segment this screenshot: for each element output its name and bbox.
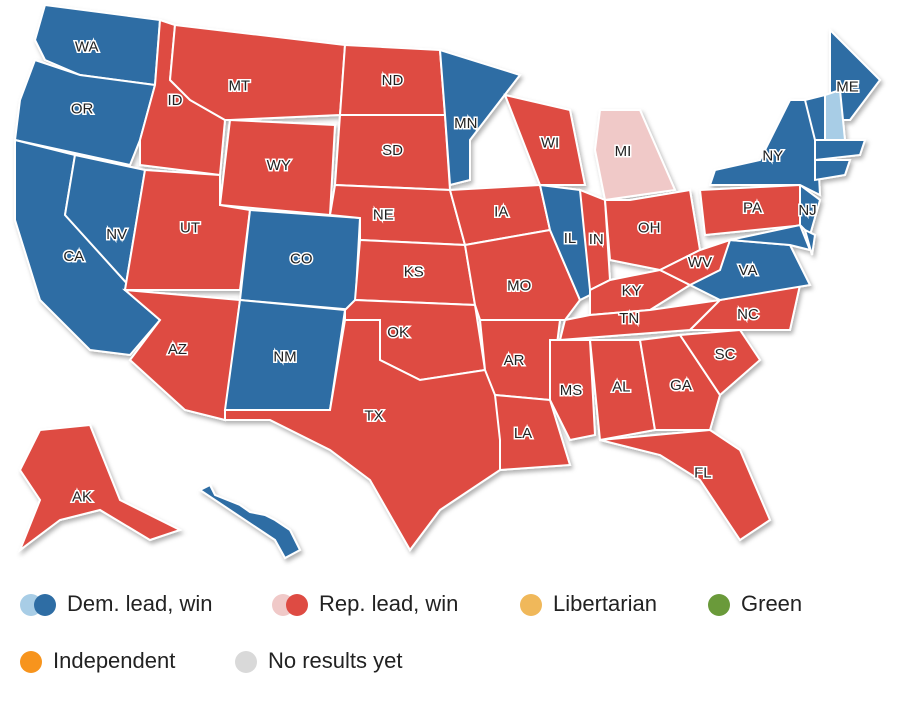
state-label: ME <box>836 78 859 95</box>
state-label: GA <box>670 377 692 394</box>
state-label: TN <box>619 310 639 327</box>
state-label: WI <box>541 135 559 152</box>
state <box>17 423 183 553</box>
legend-swatch <box>235 651 257 673</box>
state-label: MN <box>454 115 477 132</box>
state-label: MT <box>228 77 250 94</box>
state-label: NY <box>762 147 783 164</box>
state <box>814 159 852 182</box>
state-label: IL <box>564 230 577 247</box>
state-label: KY <box>622 283 642 300</box>
state-label: KS <box>404 263 424 280</box>
state <box>493 393 572 472</box>
state <box>678 328 762 397</box>
state-label: UT <box>180 220 200 237</box>
state-label: TX <box>364 408 383 425</box>
legend-label: Green <box>741 591 802 616</box>
legend-label: No results yet <box>268 648 403 673</box>
state-label: NM <box>273 348 296 365</box>
state-label: ND <box>382 72 404 89</box>
state-label: NJ <box>798 202 816 219</box>
legend-label: Rep. lead, win <box>319 591 458 616</box>
state-label: IN <box>589 231 604 248</box>
state-label: AL <box>612 378 630 395</box>
state-label: AK <box>72 488 92 505</box>
state-label: AZ <box>168 341 187 358</box>
state-label: OH <box>638 219 661 236</box>
state <box>503 93 587 186</box>
state <box>657 238 732 287</box>
legend-swatch <box>708 594 730 616</box>
state-label: WV <box>688 254 712 271</box>
state-label: MS <box>560 382 583 399</box>
legend-label: Dem. lead, win <box>67 591 213 616</box>
states <box>13 3 882 560</box>
state <box>198 483 302 560</box>
state <box>13 58 157 167</box>
state-label: IA <box>494 203 508 220</box>
labels: WA OR CA NV ID MT WY UT CO AZ NM ND SD NE KS OK TX MN IA MO… <box>62 37 860 507</box>
state <box>549 339 597 442</box>
state-label: VA <box>739 262 758 279</box>
state-label: AR <box>504 352 525 369</box>
state-label: MO <box>507 278 531 295</box>
legend-swatch <box>20 651 42 673</box>
state <box>599 428 772 542</box>
state <box>224 319 501 552</box>
state-label: OK <box>387 324 409 341</box>
state-label: OR <box>71 100 94 117</box>
legend-label: Libertarian <box>553 591 657 616</box>
state-label: WY <box>267 157 291 174</box>
state-label: SD <box>382 142 403 159</box>
state-label: SC <box>715 346 736 363</box>
state-label: NV <box>106 226 127 243</box>
legend-swatch <box>34 594 56 616</box>
state <box>438 48 522 187</box>
legend-label: Independent <box>53 648 175 673</box>
state <box>814 139 867 162</box>
state-label: CA <box>63 248 84 265</box>
state-label: LA <box>514 425 532 442</box>
state-label: FL <box>694 465 712 482</box>
state-label: PA <box>743 200 762 217</box>
state-label: NC <box>737 306 759 323</box>
state <box>829 27 882 121</box>
state <box>638 333 722 431</box>
state-label: ID <box>168 92 183 109</box>
legend: Dem. lead, win Rep. lead, win Libertarian G… <box>20 591 802 673</box>
state <box>803 228 817 256</box>
state <box>687 283 802 331</box>
state <box>593 109 677 202</box>
state-label: WA <box>75 38 99 55</box>
legend-swatch <box>520 594 542 616</box>
legend-swatch <box>286 594 308 616</box>
state-label: NE <box>373 206 394 223</box>
state-label: MI <box>615 143 632 160</box>
state-label: CO <box>290 250 313 267</box>
